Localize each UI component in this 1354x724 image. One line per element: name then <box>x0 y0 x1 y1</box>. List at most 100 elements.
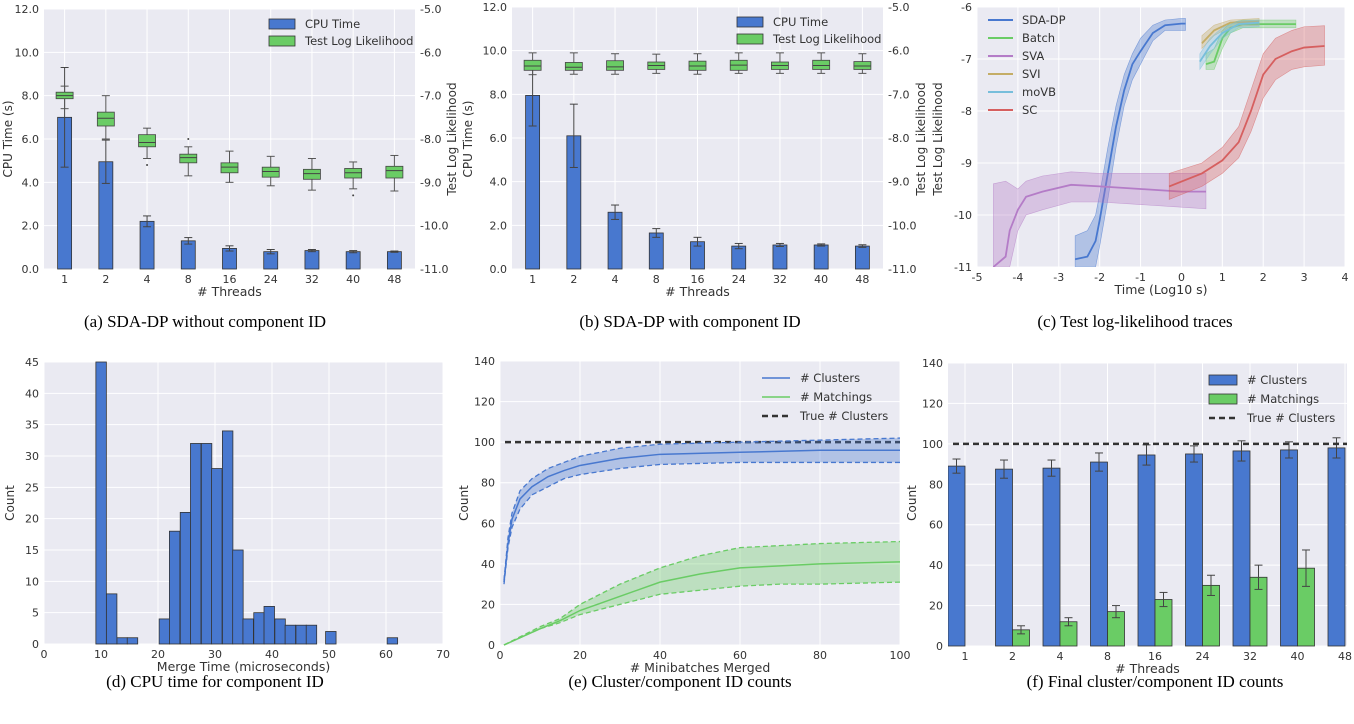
y-tick-label-right: -10.0 <box>888 219 916 232</box>
y-tick-label: 15 <box>25 544 39 557</box>
y-tick-label-right: -5.0 <box>888 1 909 14</box>
y-tick-label-right: -5.0 <box>420 3 441 16</box>
x-tick-label: 24 <box>264 273 278 286</box>
box-flier <box>187 138 190 140</box>
series-line-# Clusters <box>503 449 900 583</box>
confidence-band-SVA <box>993 171 1207 267</box>
histogram-bar <box>116 637 128 645</box>
bar-# Clusters <box>995 468 1013 647</box>
y-tick-label: 20 <box>481 598 495 611</box>
y-tick-label: 12.0 <box>15 3 40 16</box>
legend-label: Batch <box>1022 31 1055 45</box>
x-tick-label: -1 <box>1135 271 1146 284</box>
plot-background <box>977 7 1345 267</box>
x-tick-label: 2 <box>570 273 577 286</box>
x-tick-label: 40 <box>1291 650 1305 663</box>
y-tick-label-right: -9.0 <box>420 176 441 189</box>
legend-swatch <box>268 18 296 30</box>
y-axis-label: Count <box>3 485 17 521</box>
y-tick-label-right: -9.0 <box>888 176 909 189</box>
confidence-band-SC <box>1168 25 1325 200</box>
x-tick-label: -2 <box>1094 271 1105 284</box>
y-tick-label: 35 <box>25 419 39 432</box>
x-tick-label: 32 <box>305 273 319 286</box>
x-tick-label: 4 <box>144 273 151 286</box>
series-line-SDA-DP <box>1074 22 1186 261</box>
cpu-time-bar <box>386 251 402 270</box>
y-tick-label: 40 <box>929 559 943 572</box>
legend-label: # Matchings <box>1247 392 1319 406</box>
y-tick-label-right: -8.0 <box>420 133 441 146</box>
x-tick-label: 48 <box>1338 650 1352 663</box>
bar-# Clusters <box>1232 450 1251 647</box>
legend-swatch <box>736 16 764 28</box>
bars-group <box>948 437 1346 647</box>
caption-c: (c) Test log-likelihood traces <box>1037 312 1233 331</box>
y-tick-label-right: -7.0 <box>888 88 909 101</box>
x-tick-label: 4 <box>1342 271 1349 284</box>
x-tick-label: 40 <box>653 649 667 662</box>
y-axis-label: CPU Time (s) <box>1 100 15 177</box>
histogram-bar <box>253 612 265 645</box>
confidence-band-# Clusters <box>504 438 900 585</box>
y-axis-label: CPU Time (s) <box>461 100 475 177</box>
y-tick-label-right: -8.0 <box>888 132 909 145</box>
y-tick-label: 120 <box>474 396 495 409</box>
bound-line-# Clusters <box>503 461 900 585</box>
series-line-SC <box>1168 45 1325 188</box>
legend-label: SC <box>1022 103 1037 117</box>
legend-label: True # Clusters <box>1246 411 1335 425</box>
x-tick-label: 3 <box>1301 271 1308 284</box>
y-tick-label: 60 <box>929 519 943 532</box>
box-flier <box>352 194 355 197</box>
histogram-bar <box>242 618 254 645</box>
caption-d: (d) CPU time for component ID <box>106 672 324 691</box>
x-tick-label: -4 <box>1012 271 1023 284</box>
legend-label: CPU Time <box>305 17 360 31</box>
bar-# Clusters <box>1185 453 1203 647</box>
y-tick-label: 45 <box>25 356 39 369</box>
x-axis-label: # Threads <box>665 284 730 299</box>
x-tick-label: 80 <box>813 649 827 662</box>
histogram-bar <box>168 530 181 645</box>
legend-label: moVB <box>1022 85 1056 99</box>
likelihood-box <box>812 59 831 70</box>
y-tick-label: -6 <box>961 1 972 14</box>
confidence-band-# Matchings <box>504 541 900 645</box>
legend-label: Test Log Likelihood <box>772 32 881 46</box>
histogram-bar <box>305 624 318 645</box>
x-tick-label: 4 <box>1057 650 1064 663</box>
y-tick-label: 8.0 <box>22 90 40 103</box>
y-axis-label: Test Log Likelihood <box>931 82 945 196</box>
histogram-bar <box>325 631 337 645</box>
histogram-bar <box>190 443 202 645</box>
x-tick-label: 24 <box>732 273 746 286</box>
x-tick-label: 40 <box>346 273 360 286</box>
histogram-bar <box>386 637 399 645</box>
histogram-bar <box>95 361 107 645</box>
x-tick-label: 70 <box>436 648 450 661</box>
series-line-SVA <box>992 183 1206 267</box>
plot-background <box>500 361 900 645</box>
likelihood-box <box>261 166 280 178</box>
histogram-bar <box>284 624 296 645</box>
series-group <box>992 18 1325 267</box>
cpu-time-bar <box>304 250 320 270</box>
y-tick-label: 20 <box>929 600 943 613</box>
x-tick-label: 10 <box>94 648 108 661</box>
legend-swatch <box>1208 374 1238 386</box>
cpu-time-bar <box>731 245 747 270</box>
y-tick-label: 12.0 <box>483 1 508 14</box>
likelihood-box <box>179 153 198 164</box>
y-tick-label: 4.0 <box>22 176 40 189</box>
y-tick-label: 2.0 <box>490 219 508 232</box>
histogram-bar <box>263 606 275 645</box>
x-axis-label: Merge Time (microseconds) <box>157 659 330 674</box>
cpu-time-bar <box>139 220 155 270</box>
bound-line-# Matchings <box>503 581 901 646</box>
y-tick-label: -11 <box>954 261 972 274</box>
y-tick-label: 0.0 <box>22 263 40 276</box>
y-tick-label: 80 <box>481 477 495 490</box>
